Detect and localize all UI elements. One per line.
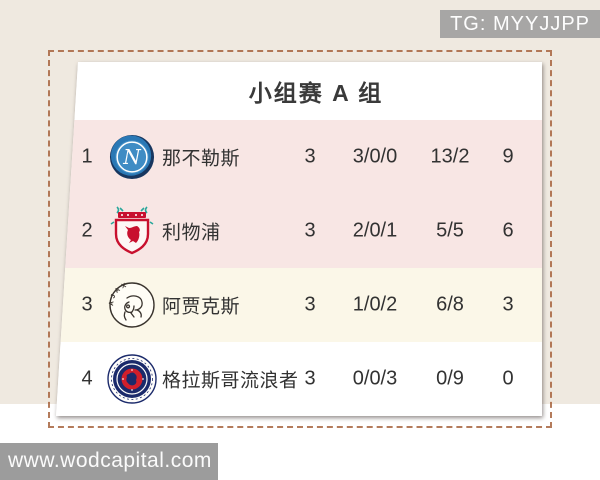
table-row: 1 N 那不勒斯 3 3/0/0 13/2 9 — [56, 120, 542, 194]
wdl-value: 3/0/0 — [352, 145, 398, 168]
wdl-value: 1/0/2 — [352, 293, 398, 316]
decorative-dashed-frame — [48, 50, 552, 428]
points-value: 6 — [502, 219, 514, 242]
napoli-logo-icon: N — [109, 134, 155, 180]
standings-card: 小组赛 A 组 1 N 那不勒斯 3 3/0/0 13/2 9 2 — [56, 62, 542, 416]
played-value: 3 — [304, 219, 316, 242]
rank-value: 3 — [81, 293, 93, 316]
svg-text:N: N — [122, 145, 142, 169]
rank-value: 1 — [81, 145, 93, 168]
telegram-badge: TG: MYYJJPP — [440, 10, 600, 38]
group-title: 小组赛 A 组 — [248, 80, 384, 106]
points-value: 0 — [502, 367, 514, 390]
rank-value: 2 — [81, 219, 93, 242]
liverpool-logo-icon — [110, 206, 154, 256]
played-value: 3 — [304, 293, 316, 316]
goals-value: 0/9 — [436, 367, 464, 390]
goals-value: 5/5 — [436, 219, 464, 242]
team-name: 格拉斯哥流浪者 — [162, 370, 299, 392]
points-value: 3 — [502, 293, 514, 316]
points-value: 9 — [502, 145, 514, 168]
goals-value: 6/8 — [436, 293, 464, 316]
team-name: 利物浦 — [162, 222, 221, 244]
played-value: 3 — [304, 367, 316, 390]
table-row: 2 利物浦 3 2/0/1 5/5 6 — [56, 194, 542, 268]
table-row: 4 格拉斯哥流浪者 3 0/0/3 0/9 0 — [56, 342, 542, 416]
watermark-url: www.wodcapital.com — [0, 443, 218, 480]
played-value: 3 — [304, 145, 316, 168]
team-name: 阿贾克斯 — [162, 296, 241, 318]
card-header: 小组赛 A 组 — [56, 62, 542, 120]
team-name: 那不勒斯 — [162, 148, 241, 170]
ajax-logo-icon: AJAX — [107, 280, 157, 330]
table-row: 3 AJAX 阿贾克斯 3 1/0/2 6/8 3 — [56, 268, 542, 342]
goals-value: 13/2 — [430, 145, 470, 168]
wdl-value: 0/0/3 — [352, 367, 398, 390]
rangers-logo-icon — [106, 353, 158, 405]
rank-value: 4 — [81, 367, 93, 390]
wdl-value: 2/0/1 — [352, 219, 398, 242]
